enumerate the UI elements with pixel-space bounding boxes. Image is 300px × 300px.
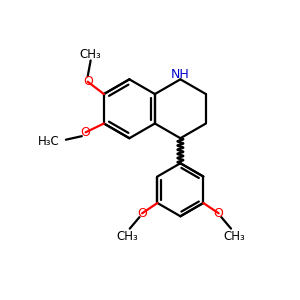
Text: H₃C: H₃C: [38, 135, 59, 148]
Text: O: O: [81, 126, 91, 139]
Text: CH₃: CH₃: [116, 230, 138, 243]
Text: NH: NH: [171, 68, 190, 80]
Text: O: O: [83, 75, 93, 88]
Text: CH₃: CH₃: [223, 230, 245, 243]
Text: O: O: [137, 207, 147, 220]
Text: CH₃: CH₃: [80, 47, 101, 61]
Text: O: O: [214, 207, 224, 220]
